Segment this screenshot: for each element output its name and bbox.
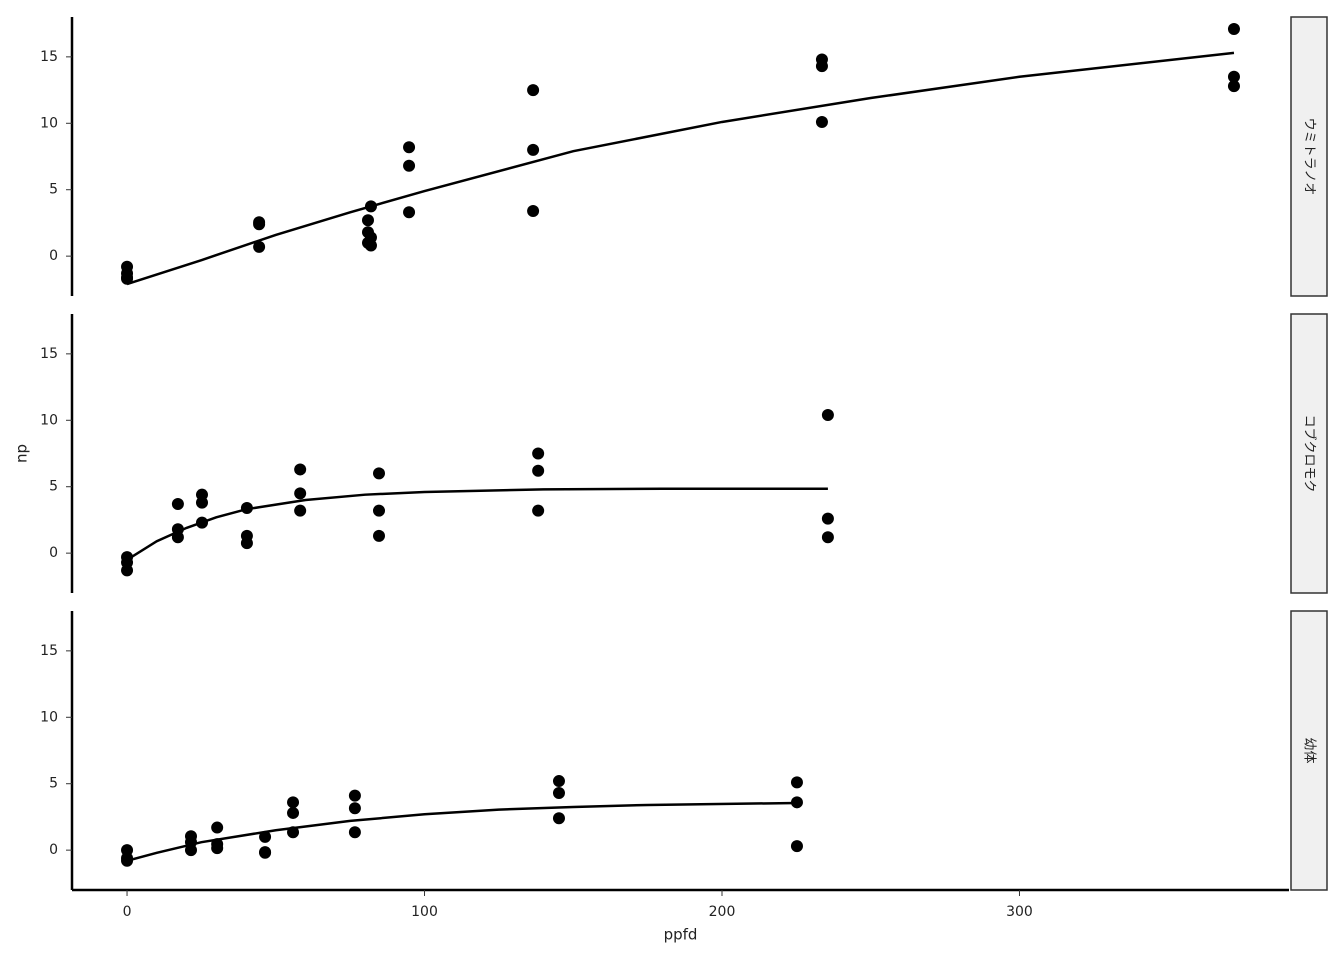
point — [790, 840, 803, 853]
point — [294, 487, 307, 500]
point — [211, 821, 224, 834]
fit-line — [126, 487, 828, 561]
point — [184, 844, 197, 857]
x-tick-label: 100 — [411, 904, 438, 920]
point — [373, 529, 386, 542]
point — [287, 796, 300, 809]
point — [1227, 22, 1240, 35]
y-tick-label: 5 — [49, 182, 58, 198]
point — [527, 204, 540, 217]
point — [195, 496, 208, 509]
point — [552, 775, 565, 788]
y-tick-label: 5 — [49, 479, 58, 495]
point — [527, 84, 540, 97]
strip-label: 幼体 — [1302, 737, 1317, 763]
point — [348, 802, 361, 815]
point — [532, 447, 545, 460]
point — [364, 239, 377, 252]
point — [821, 531, 834, 544]
point — [361, 214, 374, 227]
point — [171, 531, 184, 544]
point — [253, 240, 266, 253]
point — [552, 787, 565, 800]
point — [287, 806, 300, 819]
point — [403, 206, 416, 219]
point — [287, 826, 300, 839]
x-axis-label: ppfd — [664, 926, 698, 944]
y-tick-label: 15 — [40, 346, 58, 362]
y-tick-label: 0 — [49, 545, 58, 561]
point — [294, 504, 307, 517]
point — [790, 776, 803, 789]
point — [403, 141, 416, 154]
point — [1227, 70, 1240, 83]
x-tick-label: 300 — [1006, 904, 1033, 920]
fit-line — [126, 801, 797, 862]
x-tick-label: 0 — [123, 904, 132, 920]
y-tick-label: 5 — [49, 776, 58, 792]
point — [790, 796, 803, 809]
point — [121, 854, 134, 867]
point — [821, 512, 834, 525]
y-tick-label: 10 — [40, 115, 58, 131]
point — [240, 537, 253, 550]
point — [348, 826, 361, 839]
strip — [1290, 16, 1328, 297]
point — [240, 501, 253, 514]
y-tick-label: 0 — [49, 248, 58, 264]
point — [527, 143, 540, 156]
y-tick-label: 10 — [40, 709, 58, 725]
point — [815, 115, 828, 128]
point — [121, 272, 134, 285]
point — [403, 159, 416, 172]
y-tick-label: 15 — [40, 49, 58, 65]
point — [1227, 80, 1240, 93]
strip-label: コブクロモク — [1302, 414, 1318, 492]
point — [259, 830, 272, 843]
point — [532, 504, 545, 517]
point — [253, 218, 266, 231]
point — [195, 516, 208, 529]
fit-line — [126, 51, 1235, 286]
point — [259, 846, 272, 859]
point — [552, 812, 565, 825]
y-tick-label: 0 — [49, 842, 58, 858]
point — [348, 789, 361, 802]
point — [373, 467, 386, 480]
strip-label: ウミトラノオ — [1302, 118, 1317, 196]
point — [364, 200, 377, 213]
y-axis-label: np — [13, 444, 31, 463]
y-tick-label: 15 — [40, 643, 58, 659]
point — [121, 564, 134, 577]
strip — [1290, 610, 1328, 891]
x-tick-label: 200 — [709, 904, 736, 920]
point — [171, 497, 184, 510]
point — [294, 463, 307, 476]
y-tick-label: 10 — [40, 412, 58, 428]
point — [532, 464, 545, 477]
point — [373, 504, 386, 517]
strip — [1290, 313, 1328, 594]
point — [821, 408, 834, 421]
point — [211, 842, 224, 855]
point — [815, 60, 828, 73]
